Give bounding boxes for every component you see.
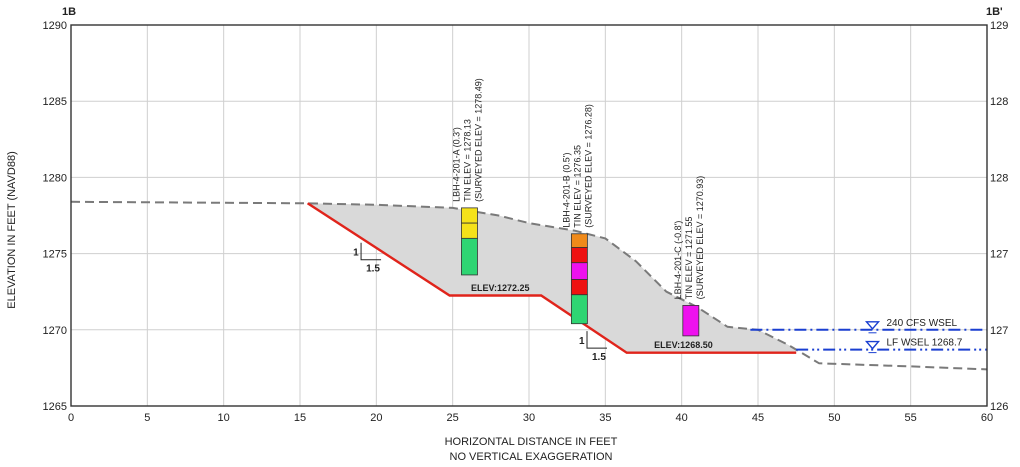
water-level-marker — [864, 340, 881, 350]
borehole: LBH-4-201-A (0.3') TIN ELEV = 1278.13 (SUR… — [451, 78, 483, 276]
boreholes: LBH-4-201-A (0.3') TIN ELEV = 1278.13 (SUR… — [451, 78, 705, 337]
borehole-label: (SURVEYED ELEV = 1276.28) — [583, 104, 593, 228]
slope-run: 1.5 — [592, 352, 606, 363]
x-tick-label: 55 — [905, 412, 917, 424]
design-grade-line: ELEV:1272.25 ELEV:1268.50 — [306, 202, 797, 354]
borehole-label: LBH-4-201-A (0.3') — [451, 127, 461, 202]
y-tick-label: 1275 — [43, 249, 67, 261]
x-axis-subtitle: NO VERTICAL EXAGGERATION — [450, 451, 613, 463]
borehole-layer — [570, 262, 588, 280]
ground-line — [70, 200, 988, 371]
excavation-area — [307, 203, 797, 353]
slope-rise: 1 — [353, 248, 359, 259]
x-tick-label: 5 — [144, 412, 150, 424]
y-axis-label: ELEVATION IN FEET (NAVD88) — [6, 151, 18, 309]
y-tick-label-right: 127 — [990, 249, 1008, 261]
slope-symbol: 11.5 — [579, 331, 608, 363]
slope-symbol: 11.5 — [353, 242, 382, 275]
borehole-layer — [570, 233, 588, 248]
x-tick-label: 15 — [294, 412, 306, 424]
y-tick-label: 1290 — [43, 20, 67, 32]
y-tick-label: 1270 — [43, 325, 67, 337]
water-surface-lines: 240 CFS WSEL LF WSEL 1268.7 — [750, 318, 987, 354]
borehole-label: LBH-4-201-C (-0.8') — [673, 221, 683, 300]
x-tick-label: 45 — [752, 412, 764, 424]
y-tick-label-right: 127 — [990, 325, 1008, 337]
x-tick-label: 60 — [981, 412, 993, 424]
water-level-label: 240 CFS WSEL — [887, 318, 958, 329]
slope-run: 1.5 — [366, 264, 380, 275]
borehole-label: TIN ELEV = 1278.13 — [462, 119, 472, 202]
elevation-label: ELEV:1268.50 — [654, 340, 713, 350]
y-tick-label-right: 128 — [990, 172, 1008, 184]
water-level-marker — [864, 321, 881, 330]
x-tick-label: 50 — [828, 412, 840, 424]
slope-rise: 1 — [579, 336, 585, 347]
x-tick-label: 25 — [447, 412, 459, 424]
y-tick-label-right: 129 — [990, 20, 1008, 32]
borehole-layer — [570, 294, 588, 325]
y-tick-label: 1280 — [43, 172, 67, 184]
borehole-label: LBH-4-201-B (0.5') — [561, 153, 571, 228]
slope-symbols: 11.511.5 — [353, 242, 608, 363]
x-tick-label: 30 — [523, 412, 535, 424]
x-tick-label: 35 — [599, 412, 611, 424]
elevation-label: ELEV:1272.25 — [471, 283, 530, 293]
x-tick-label: 40 — [676, 412, 688, 424]
water-level-label: LF WSEL 1268.7 — [887, 338, 963, 349]
y-tick-label: 1265 — [43, 401, 67, 413]
borehole-layer — [461, 237, 478, 276]
frame-border — [70, 24, 988, 407]
existing-ground-line — [70, 200, 988, 371]
excavation-fill — [307, 203, 797, 353]
borehole-label: TIN ELEV = 1271.55 — [684, 217, 694, 300]
borehole: LBH-4-201-B (0.5') TIN ELEV = 1276.35 (SUR… — [561, 104, 593, 325]
section-label-right: 1B' — [986, 6, 1003, 18]
x-tick-label: 20 — [370, 412, 382, 424]
borehole-layer — [570, 247, 588, 264]
section-label-left: 1B — [62, 6, 76, 18]
plot-frame — [70, 24, 988, 407]
borehole: LBH-4-201-C (-0.8') TIN ELEV = 1271.55 (SU… — [673, 176, 705, 337]
x-axis-label: HORIZONTAL DISTANCE IN FEET — [445, 436, 618, 448]
y-tick-label: 1285 — [43, 96, 67, 108]
x-tick-label: 10 — [218, 412, 230, 424]
design-grade — [306, 202, 797, 354]
slope-bracket — [586, 331, 608, 349]
slope-bracket — [360, 242, 382, 261]
x-tick-label: 0 — [68, 412, 74, 424]
borehole-layer — [461, 207, 478, 224]
borehole-label: TIN ELEV = 1276.35 — [572, 145, 582, 228]
borehole-label: (SURVEYED ELEV = 1270.93) — [695, 176, 705, 300]
grid — [70, 24, 988, 407]
borehole-layer — [461, 222, 478, 239]
y-tick-label-right: 126 — [990, 401, 1008, 413]
borehole-label: (SURVEYED ELEV = 1278.49) — [473, 78, 483, 202]
borehole-layer — [682, 305, 700, 337]
y-tick-label-right: 128 — [990, 96, 1008, 108]
borehole-layer — [570, 279, 588, 296]
